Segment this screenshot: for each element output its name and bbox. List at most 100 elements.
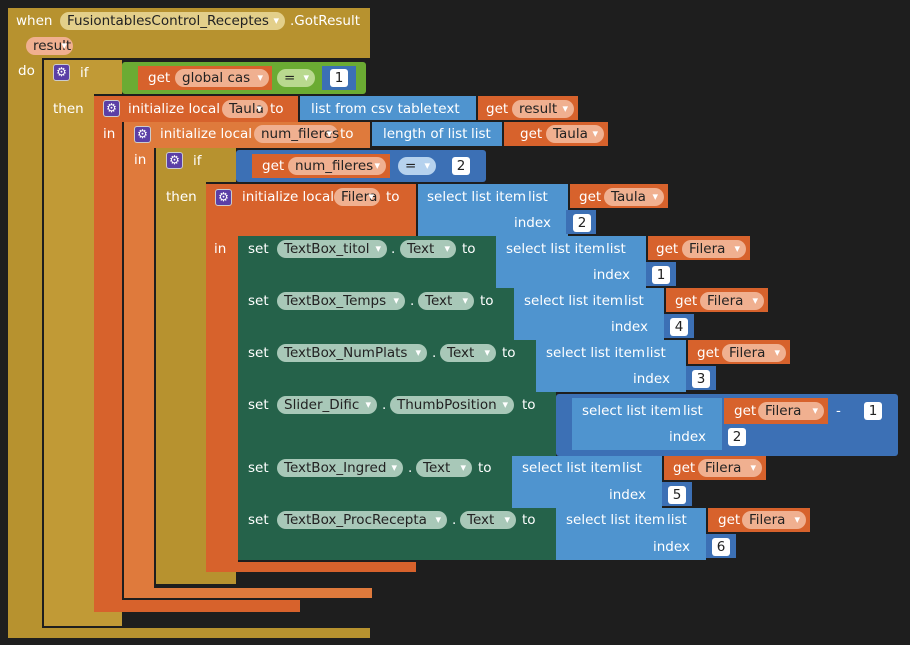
csv-table-block[interactable]	[300, 96, 476, 120]
init-filera-block[interactable]	[206, 184, 416, 236]
get-var-dropdown[interactable]: Filera	[682, 240, 746, 258]
property-dropdown[interactable]: Text	[400, 240, 456, 258]
gear-icon[interactable]: ⚙	[134, 126, 151, 143]
select-label: select list item	[582, 403, 682, 419]
number-value[interactable]: 2	[452, 157, 470, 175]
get-var-dropdown[interactable]: Filera	[698, 459, 762, 477]
to-label: to	[522, 397, 536, 413]
index-label: index	[609, 487, 646, 503]
number-value[interactable]: 6	[712, 538, 730, 556]
init-label: initialize local	[160, 126, 253, 142]
get-label: get	[718, 512, 741, 528]
init-num-bottom	[124, 588, 372, 598]
gear-icon[interactable]: ⚙	[166, 152, 183, 169]
index-label: index	[653, 539, 690, 555]
get-var-dropdown[interactable]: Filera	[758, 402, 824, 420]
event-left-rail	[8, 58, 42, 628]
number-value[interactable]: 4	[670, 318, 688, 336]
compare-operator[interactable]: =	[398, 157, 436, 175]
gear-icon[interactable]: ⚙	[215, 189, 232, 206]
set-label: set	[248, 397, 269, 413]
number-value[interactable]: 1	[652, 266, 670, 284]
if2-bottom	[156, 572, 236, 584]
property-dropdown[interactable]: ThumbPosition	[390, 396, 514, 414]
event-bottom	[8, 628, 370, 638]
property-dropdown[interactable]: Text	[416, 459, 472, 477]
get-label: get	[675, 293, 698, 309]
if-block-rail	[44, 94, 94, 620]
get-var-dropdown[interactable]: Taula	[546, 125, 604, 143]
index-label: index	[669, 429, 706, 445]
get-var-dropdown[interactable]: Taula	[604, 188, 664, 206]
property-dropdown[interactable]: Text	[440, 344, 496, 362]
init-taula-rail	[94, 122, 122, 612]
index-label: index	[593, 267, 630, 283]
component-dropdown[interactable]: Slider_Dific	[277, 396, 377, 414]
if-label: if	[80, 65, 89, 81]
component-dropdown[interactable]: TextBox_titol	[277, 240, 387, 258]
get-label: get	[148, 70, 171, 86]
compare-operator[interactable]: =	[277, 69, 315, 87]
init-taula-bottom	[94, 600, 300, 612]
to-label: to	[386, 189, 400, 205]
set-label: set	[248, 345, 269, 361]
select-label: select list item	[427, 189, 527, 205]
component-dropdown[interactable]: TextBox_Ingred	[277, 459, 403, 477]
component-dropdown[interactable]: TextBox_NumPlats	[277, 344, 427, 362]
to-label: to	[478, 460, 492, 476]
select-list-block[interactable]	[556, 508, 706, 560]
init-filera-rail	[206, 236, 238, 572]
to-label: to	[502, 345, 516, 361]
get-var-dropdown[interactable]: Filera	[700, 292, 764, 310]
if-block-bottom	[44, 612, 122, 626]
list-arg-label: list	[606, 241, 626, 257]
get-var-dropdown[interactable]: Filera	[742, 511, 806, 529]
component-dropdown[interactable]: TextBox_ProcRecepta	[277, 511, 447, 529]
number-value[interactable]: 1	[330, 69, 348, 87]
select-list-block[interactable]	[418, 184, 568, 236]
dot-label: .	[382, 397, 387, 413]
select-list-block[interactable]	[572, 398, 722, 450]
list-arg-label: list	[624, 293, 644, 309]
list-arg-label: list	[622, 460, 642, 476]
csv-arg-label: text	[433, 101, 460, 117]
gear-icon[interactable]: ⚙	[53, 64, 70, 81]
component-dropdown[interactable]: FusiontablesControl_Receptes	[60, 12, 285, 30]
in-label: in	[134, 152, 147, 168]
gear-icon[interactable]: ⚙	[103, 100, 120, 117]
set-label: set	[248, 241, 269, 257]
number-value[interactable]: 1	[864, 402, 882, 420]
in-label: in	[214, 241, 227, 257]
result-param[interactable]: result	[26, 37, 73, 55]
list-arg-label: list	[667, 512, 687, 528]
get-var-dropdown[interactable]: num_fileres	[288, 157, 386, 175]
select-list-block[interactable]	[514, 288, 664, 340]
init-num-rail	[124, 148, 154, 598]
get-var-dropdown[interactable]: Filera	[722, 344, 786, 362]
property-dropdown[interactable]: Text	[418, 292, 474, 310]
local-var-name[interactable]: num_fileres	[254, 125, 339, 143]
number-value[interactable]: 2	[573, 214, 591, 232]
dot-label: .	[410, 293, 415, 309]
length-list-block[interactable]	[372, 122, 502, 146]
init-label: initialize local	[128, 101, 221, 117]
number-value[interactable]: 2	[728, 428, 746, 446]
get-label: get	[656, 241, 679, 257]
property-dropdown[interactable]: Text	[460, 511, 516, 529]
number-value[interactable]: 5	[668, 486, 686, 504]
csv-label: list from csv table	[311, 101, 432, 117]
list-arg-label: list	[528, 189, 548, 205]
number-value[interactable]: 3	[692, 370, 710, 388]
local-var-name[interactable]: Filera	[334, 188, 380, 206]
local-var-name[interactable]: Taula	[222, 100, 268, 118]
select-list-block[interactable]	[512, 456, 662, 508]
then-label: then	[53, 101, 84, 117]
select-list-block[interactable]	[496, 236, 646, 288]
global-var-dropdown[interactable]: global cas	[175, 69, 269, 87]
length-label: length of list	[383, 126, 468, 142]
event-name: .GotResult	[290, 13, 361, 29]
get-label: get	[579, 189, 602, 205]
get-var-dropdown[interactable]: result	[512, 100, 574, 118]
component-dropdown[interactable]: TextBox_Temps	[277, 292, 405, 310]
select-list-block[interactable]	[536, 340, 686, 392]
